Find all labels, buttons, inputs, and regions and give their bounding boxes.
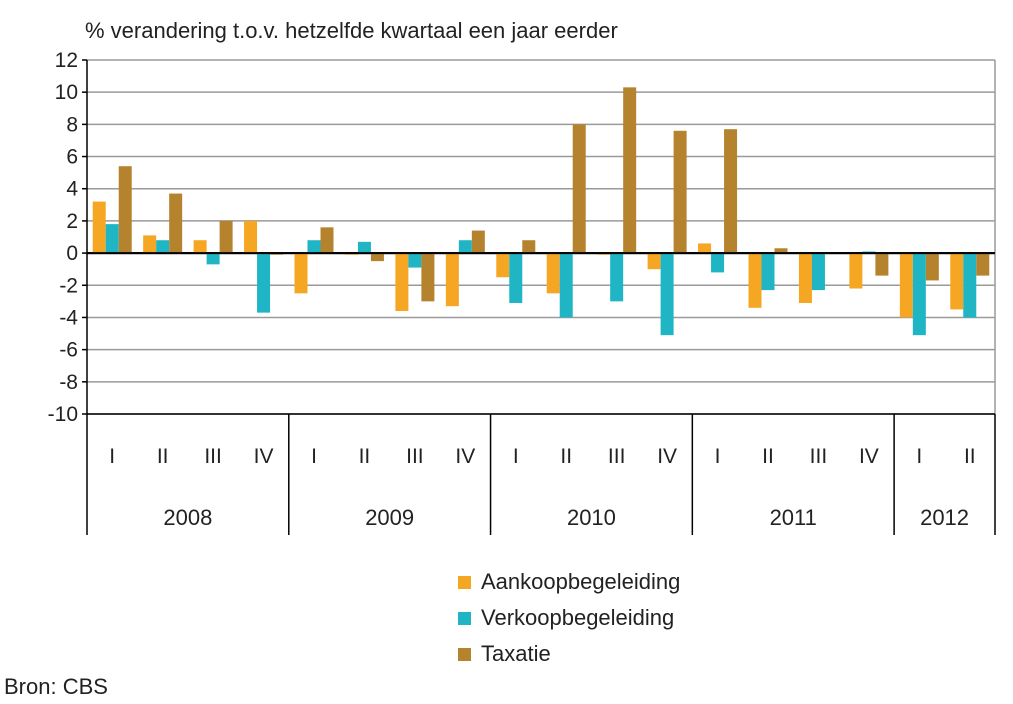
- bar-verkoopbegeleiding: [206, 253, 220, 265]
- bar-verkoopbegeleiding: [660, 253, 674, 336]
- bar-aankoopbegeleiding: [647, 253, 661, 270]
- bar-taxatie: [219, 220, 233, 254]
- x-tick-label: I: [311, 445, 317, 468]
- bar-taxatie: [875, 253, 889, 276]
- legend-swatch: [458, 647, 471, 661]
- bar-aankoopbegeleiding: [445, 253, 459, 307]
- year-label: 2009: [365, 505, 414, 530]
- y-tick-label: 12: [55, 49, 78, 72]
- bar-taxatie: [320, 227, 334, 254]
- bar-taxatie: [976, 253, 990, 276]
- bar-taxatie: [471, 230, 485, 254]
- y-tick-label: -10: [48, 403, 78, 426]
- year-label: 2010: [567, 505, 616, 530]
- y-tick-label: 8: [66, 113, 78, 136]
- bar-taxatie: [169, 193, 183, 254]
- bar-aankoopbegeleiding: [193, 240, 207, 254]
- bar-verkoopbegeleiding: [458, 240, 472, 254]
- bar-aankoopbegeleiding: [294, 253, 308, 294]
- bar-verkoopbegeleiding: [559, 253, 573, 318]
- x-tick-label: IV: [657, 445, 677, 468]
- bar-verkoopbegeleiding: [357, 241, 371, 254]
- bar-verkoopbegeleiding: [307, 240, 321, 254]
- bar-verkoopbegeleiding: [408, 253, 422, 268]
- bar-aankoopbegeleiding: [950, 253, 964, 310]
- bar-taxatie: [724, 129, 738, 254]
- bar-aankoopbegeleiding: [496, 253, 510, 278]
- y-tick-label: -4: [59, 306, 78, 329]
- x-tick-label: II: [359, 445, 371, 468]
- bar-taxatie: [623, 87, 637, 254]
- x-tick-label: I: [513, 445, 519, 468]
- bar-taxatie: [774, 248, 788, 254]
- bar-aankoopbegeleiding: [546, 253, 560, 294]
- legend-item: Taxatie: [458, 636, 680, 672]
- x-tick-label: I: [109, 445, 115, 468]
- legend-swatch: [458, 611, 471, 625]
- bar-aankoopbegeleiding: [244, 220, 258, 254]
- x-tick-label: I: [916, 445, 922, 468]
- bar-aankoopbegeleiding: [798, 253, 812, 303]
- legend-swatch: [458, 575, 471, 589]
- bar-verkoopbegeleiding: [963, 253, 977, 318]
- y-tick-label: 10: [55, 81, 78, 104]
- bar-verkoopbegeleiding: [761, 253, 775, 291]
- legend-label: Verkoopbegeleiding: [481, 605, 675, 630]
- bar-aankoopbegeleiding: [849, 253, 863, 289]
- legend: Aankoopbegeleiding Verkoopbegeleiding Taxa…: [458, 564, 680, 672]
- x-tick-label: I: [715, 445, 721, 468]
- bar-verkoopbegeleiding: [711, 253, 725, 273]
- legend-item: Verkoopbegeleiding: [458, 600, 680, 636]
- x-tick-label: IV: [254, 445, 274, 468]
- bar-verkoopbegeleiding: [257, 253, 271, 313]
- legend-label: Taxatie: [481, 641, 551, 666]
- x-tick-label: III: [810, 445, 828, 468]
- x-tick-label: II: [762, 445, 774, 468]
- bar-aankoopbegeleiding: [143, 235, 157, 254]
- x-tick-label: III: [608, 445, 626, 468]
- x-tick-label: II: [157, 445, 169, 468]
- bar-verkoopbegeleiding: [610, 253, 624, 302]
- y-tick-label: -8: [59, 371, 78, 394]
- x-tick-label: III: [406, 445, 424, 468]
- bar-taxatie: [673, 130, 687, 254]
- bar-taxatie: [370, 253, 384, 262]
- x-tick-label: II: [964, 445, 976, 468]
- x-tick-label: III: [204, 445, 222, 468]
- x-tick-label: IV: [455, 445, 475, 468]
- x-tick-label: II: [560, 445, 572, 468]
- chart-title: % verandering t.o.v. hetzelfde kwartaal …: [85, 18, 618, 43]
- bar-taxatie: [925, 253, 939, 281]
- year-label: 2012: [920, 505, 969, 530]
- bar-aankoopbegeleiding: [92, 201, 106, 254]
- y-tick-label: 2: [66, 210, 78, 233]
- bar-aankoopbegeleiding: [748, 253, 762, 308]
- legend-label: Aankoopbegeleiding: [481, 569, 681, 594]
- bar-taxatie: [118, 166, 132, 254]
- bar-aankoopbegeleiding: [698, 243, 712, 254]
- y-tick-label: 6: [66, 146, 78, 169]
- y-tick-label: -2: [59, 274, 78, 297]
- source-note: Bron: CBS: [4, 674, 108, 699]
- bar-aankoopbegeleiding: [899, 253, 913, 318]
- year-label: 2008: [163, 505, 212, 530]
- bar-taxatie: [421, 253, 435, 302]
- bar-verkoopbegeleiding: [811, 253, 825, 291]
- x-tick-label: IV: [859, 445, 879, 468]
- bar-taxatie: [572, 124, 586, 254]
- y-tick-label: -6: [59, 339, 78, 362]
- year-label: 2011: [770, 505, 817, 530]
- bar-verkoopbegeleiding: [509, 253, 523, 303]
- bar-taxatie: [522, 240, 536, 254]
- bar-verkoopbegeleiding: [156, 240, 170, 254]
- bar-verkoopbegeleiding: [105, 224, 119, 254]
- legend-item: Aankoopbegeleiding: [458, 564, 680, 600]
- y-tick-label: 4: [66, 178, 78, 201]
- bar-aankoopbegeleiding: [395, 253, 409, 312]
- bar-verkoopbegeleiding: [912, 253, 926, 336]
- y-tick-label: 0: [66, 242, 78, 265]
